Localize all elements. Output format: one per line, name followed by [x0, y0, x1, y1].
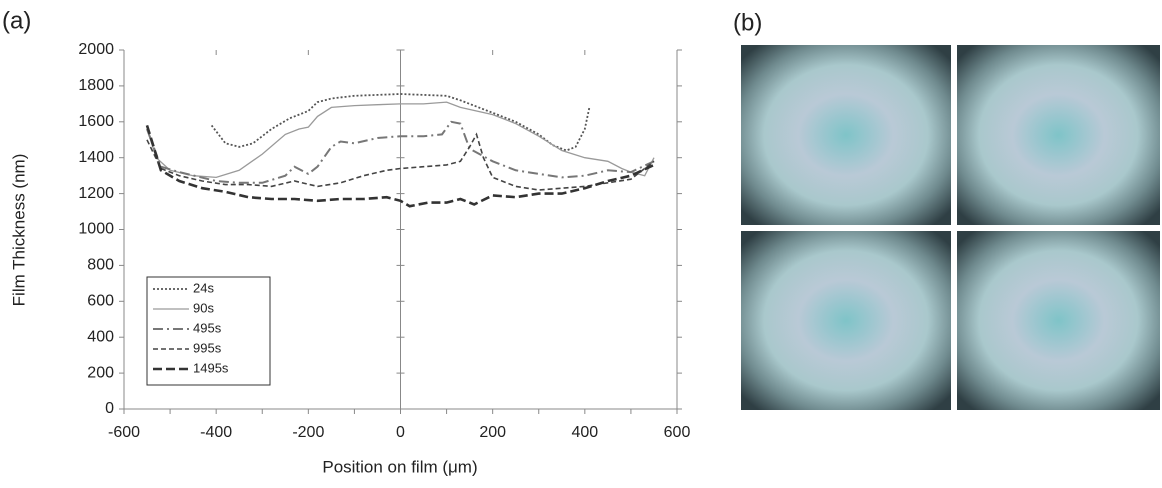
y-tick-label: 1000 — [78, 221, 114, 238]
y-axis-label: Film Thickness (nm) — [9, 154, 28, 307]
legend-label: 90s — [193, 300, 214, 315]
x-axis-label: Position on film (μm) — [322, 457, 477, 476]
micrograph — [741, 45, 951, 225]
x-tick-label: 0 — [396, 424, 405, 441]
series-line — [146, 101, 655, 179]
legend-label: 24s — [193, 280, 214, 295]
legend-label: 995s — [193, 340, 222, 355]
x-tick-label: 400 — [571, 424, 598, 441]
y-tick-label: 800 — [87, 257, 114, 274]
series-line — [146, 120, 655, 184]
x-tick-label: -200 — [292, 424, 324, 441]
x-tick-label: 600 — [664, 424, 691, 441]
series-line — [146, 132, 655, 191]
micrograph — [957, 231, 1160, 410]
y-tick-label: 1400 — [78, 149, 114, 166]
y-tick-label: 2000 — [78, 41, 114, 58]
y-tick-label: 600 — [87, 293, 114, 310]
y-tick-label: 200 — [87, 364, 114, 381]
x-tick-label: -400 — [200, 424, 232, 441]
legend-label: 1495s — [193, 360, 229, 375]
panel-label: (a) — [2, 7, 31, 34]
micrograph — [741, 231, 951, 410]
micrograph — [957, 45, 1160, 225]
series-line — [145, 125, 655, 208]
y-tick-label: 400 — [87, 328, 114, 345]
panel-label: (b) — [733, 9, 762, 36]
x-tick-label: 200 — [479, 424, 506, 441]
legend-label: 495s — [193, 320, 222, 335]
micrographs — [741, 45, 1160, 410]
y-tick-label: 1200 — [78, 185, 114, 202]
y-tick-label: 0 — [105, 400, 114, 417]
x-tick-label: -600 — [108, 424, 140, 441]
y-tick-label: 1800 — [78, 77, 114, 94]
legend-box — [146, 276, 271, 386]
y-tick-label: 1600 — [78, 113, 114, 130]
